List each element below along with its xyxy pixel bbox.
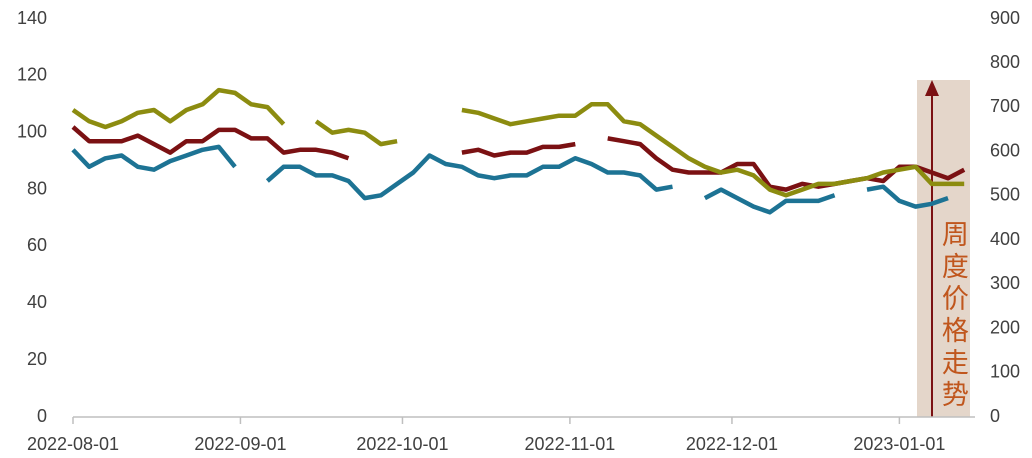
y2-tick-label: 100	[990, 362, 1020, 382]
annotation-arrowhead	[925, 80, 939, 96]
y2-tick-label: 400	[990, 229, 1020, 249]
annotation-band	[917, 80, 970, 417]
x-tick-label: 2022-08-01	[27, 434, 119, 454]
y2-tick-label: 500	[990, 185, 1020, 205]
x-tick-label: 2022-10-01	[356, 434, 448, 454]
y2-tick-label: 800	[990, 52, 1020, 72]
x-tick-label: 2022-12-01	[686, 434, 778, 454]
series-line	[71, 125, 966, 192]
x-tick-label: 2023-01-01	[853, 434, 945, 454]
y-tick-label: 60	[27, 235, 47, 255]
y2-tick-label: 900	[990, 8, 1020, 28]
y2-tick-label: 300	[990, 273, 1020, 293]
y-tick-label: 100	[17, 121, 47, 141]
y-tick-label: 80	[27, 178, 47, 198]
y-tick-label: 0	[37, 406, 47, 426]
y-tick-label: 140	[17, 8, 47, 28]
series-line	[71, 144, 949, 215]
y2-tick-label: 600	[990, 140, 1020, 160]
y-tick-label: 120	[17, 65, 47, 85]
annotation: 周度价格走势	[938, 220, 969, 412]
y2-tick-label: 0	[990, 406, 1000, 426]
series-line	[71, 87, 965, 198]
y2-tick-label: 700	[990, 96, 1020, 116]
y2-tick-label: 200	[990, 317, 1020, 337]
y-tick-label: 20	[27, 349, 47, 369]
x-tick-label: 2022-11-01	[525, 434, 616, 454]
x-tick-label: 2022-09-01	[194, 434, 286, 454]
y-tick-label: 40	[27, 292, 47, 312]
